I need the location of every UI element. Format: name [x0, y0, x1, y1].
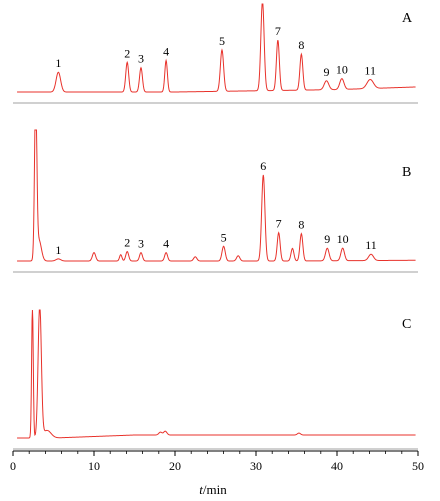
peak-label: 2 — [124, 236, 130, 250]
peak-label: 3 — [138, 52, 144, 66]
x-tick-label: 10 — [88, 459, 100, 473]
peak-label: 1 — [55, 56, 61, 70]
peak-label: 9 — [324, 232, 330, 246]
x-axis-unit: /min — [203, 482, 227, 497]
chromatogram-panels: A1234567891011B1234567891011C — [13, 3, 418, 450]
peak-label: 11 — [365, 238, 377, 252]
panel-label: A — [402, 11, 413, 26]
panel-label: B — [402, 165, 411, 180]
x-tick-label: 50 — [412, 459, 424, 473]
trace-line-b — [17, 129, 416, 262]
peak-label: 3 — [138, 237, 144, 251]
x-tick-label: 20 — [169, 459, 181, 473]
peak-label: 4 — [163, 45, 169, 59]
peak-label: 5 — [221, 230, 227, 244]
peak-label: 9 — [323, 65, 329, 79]
time-axis: 0 10 20 30 40 50 t/min — [10, 450, 424, 497]
x-axis-ticks: 0 10 20 30 40 50 — [10, 451, 424, 473]
peak-label: 1 — [55, 243, 61, 257]
peak-label: 8 — [298, 218, 304, 232]
peak-label: 5 — [219, 34, 225, 48]
peak-label: 7 — [275, 24, 281, 38]
peak-label: 8 — [298, 38, 304, 52]
trace-line-a — [17, 3, 416, 93]
panel-c: C — [13, 309, 418, 450]
x-axis-title: t/min — [199, 482, 227, 497]
trace-line-c — [17, 309, 416, 439]
x-tick-label: 30 — [250, 459, 262, 473]
panel-label: C — [402, 317, 411, 332]
peak-label: 4 — [163, 237, 169, 251]
peak-label: 10 — [336, 63, 348, 77]
peak-label: 6 — [260, 159, 266, 173]
peak-label: 11 — [364, 63, 376, 77]
panel-a: A1234567891011 — [13, 3, 418, 104]
peak-label: 10 — [337, 232, 349, 246]
x-tick-label: 0 — [10, 459, 16, 473]
peak-label: 7 — [276, 217, 282, 231]
peak-label: 2 — [124, 46, 130, 60]
panel-b: B12 3 4 567 89 10 11 — [13, 129, 418, 273]
x-tick-label: 40 — [331, 459, 343, 473]
x-axis-variable: t — [199, 482, 203, 497]
